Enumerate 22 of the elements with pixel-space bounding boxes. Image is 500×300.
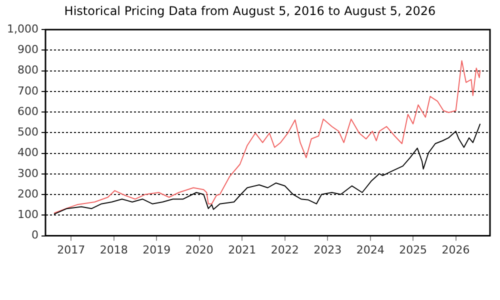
y-tick-label: 900 (17, 43, 38, 56)
y-tick-label: 800 (17, 64, 38, 77)
chart-title: Historical Pricing Data from August 5, 2016 to August 5, 2026 (63, 3, 437, 20)
x-tick-label: 2024 (356, 243, 384, 256)
y-tick-label: 1,000 (6, 22, 38, 36)
x-tick-label: 2021 (228, 243, 256, 256)
y-tick-label: 600 (17, 104, 38, 118)
y-tick-label: 0 (31, 228, 38, 242)
y-tick-label: 400 (17, 146, 38, 160)
y-tick-label: 300 (17, 166, 38, 180)
y-tick-label: 700 (17, 84, 38, 98)
y-tick-label: 100 (17, 208, 38, 222)
x-tick-label: 2025 (399, 243, 428, 256)
x-tick-label: 2017 (57, 243, 86, 256)
y-tick-label: 500 (17, 126, 38, 139)
y-tick-label: 200 (17, 187, 38, 200)
x-tick-label: 2018 (100, 243, 128, 256)
x-tick-label: 2026 (442, 243, 470, 256)
x-tick-label: 2019 (142, 243, 171, 256)
x-tick-label: 2023 (314, 243, 342, 256)
x-tick-label: 2022 (270, 243, 299, 256)
x-tick-label: 2020 (185, 243, 214, 256)
